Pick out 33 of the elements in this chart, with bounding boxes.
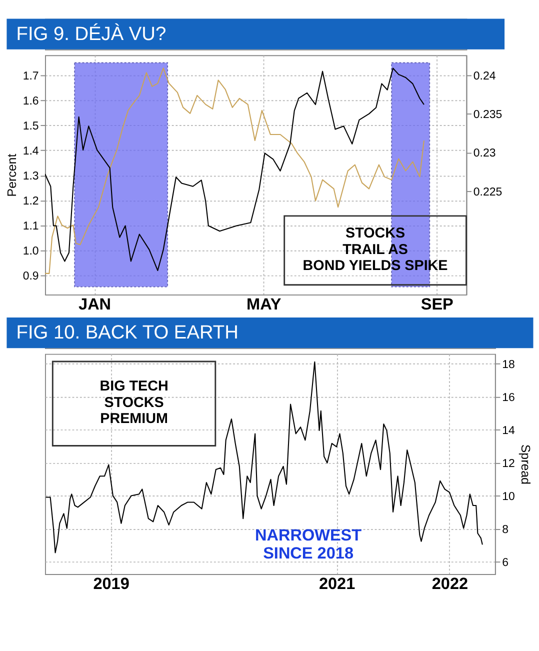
chart-title: FIG 9. DÉJÀ VU? <box>16 22 166 45</box>
y2-tick-label: 0.225 <box>473 186 502 198</box>
y2-tick-label: 14 <box>502 424 516 437</box>
y2-tick-label: 0.23 <box>473 148 496 160</box>
y-tick-label: 1.7 <box>22 70 39 82</box>
y2-axis-title: Spread <box>518 444 533 485</box>
y2-tick-label: 18 <box>502 358 515 371</box>
y-tick-label: 0.9 <box>22 270 39 283</box>
y-tick-label: 1.6 <box>22 96 39 108</box>
y-tick-label: 1.1 <box>22 220 39 233</box>
x-tick-label: 2019 <box>93 574 130 593</box>
y-tick-label: 1.2 <box>22 196 39 208</box>
y2-tick-label: 0.24 <box>473 70 496 83</box>
y2-tick-label: 0.235 <box>473 109 502 122</box>
y2-tick-label: 12 <box>502 458 515 470</box>
x-tick-label: SEP <box>420 295 454 314</box>
annotation: BIG TECH STOCKS PREMIUM <box>100 378 168 428</box>
x-tick-label: 2022 <box>432 574 468 593</box>
y-tick-label: 1.0 <box>22 246 39 258</box>
annotation: NARROWEST SINCE 2018 <box>254 526 362 563</box>
chart-title: FIG 10. BACK TO EARTH <box>16 322 238 344</box>
y2-tick-label: 6 <box>502 556 509 569</box>
y2-tick-label: 16 <box>502 392 515 404</box>
y2-tick-label: 8 <box>502 524 509 536</box>
y2-tick-label: 10 <box>502 490 515 503</box>
x-tick-label: JAN <box>78 295 112 314</box>
x-tick-label: 2021 <box>318 574 356 593</box>
x-tick-label: MAY <box>246 295 282 314</box>
y-tick-label: 1.3 <box>22 170 39 183</box>
y-tick-label: 1.5 <box>22 120 39 133</box>
annotation: STOCKS TRAIL AS BOND YIELDS SPIKE <box>302 226 448 274</box>
y-axis-title: Percent <box>5 153 20 197</box>
y-tick-label: 1.4 <box>22 146 40 158</box>
